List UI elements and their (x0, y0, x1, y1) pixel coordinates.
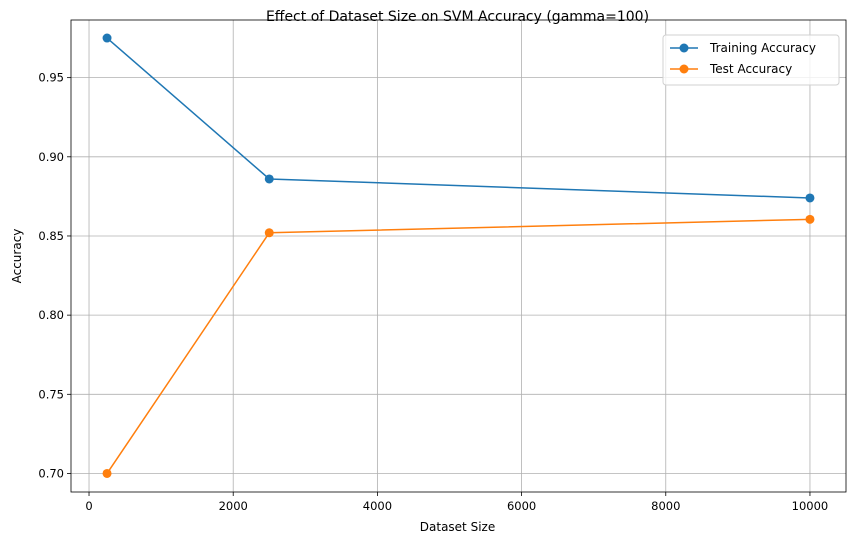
data-point (805, 193, 815, 203)
plot-series (102, 33, 815, 478)
legend-label: Test Accuracy (709, 62, 792, 76)
data-point (102, 468, 112, 478)
legend-box (662, 34, 840, 86)
x-tick-label: 10000 (792, 499, 829, 513)
legend: Training Accuracy Test Accuracy (662, 34, 840, 86)
data-point (102, 33, 112, 43)
axis-ticks: 0 2000 4000 6000 8000 10000 0.70 0.75 0.80 0.85 0.… (38, 71, 828, 513)
y-tick-label: 0.75 (38, 387, 64, 401)
y-tick-label: 0.70 (38, 466, 64, 480)
y-tick-label: 0.90 (38, 150, 64, 164)
y-axis-label: Accuracy (10, 229, 24, 284)
legend-marker (679, 64, 689, 74)
x-tick-label: 6000 (507, 499, 536, 513)
x-axis-label: Dataset Size (420, 520, 495, 534)
x-tick-label: 2000 (219, 499, 248, 513)
y-tick-label: 0.80 (38, 308, 64, 322)
y-tick-label: 0.95 (38, 71, 64, 85)
plot-frame (70, 19, 847, 493)
legend-label: Training Accuracy (709, 41, 816, 55)
grid-lines (71, 20, 846, 492)
x-tick-label: 0 (85, 499, 92, 513)
x-tick-label: 4000 (363, 499, 392, 513)
data-point (264, 174, 274, 184)
x-tick-label: 8000 (651, 499, 680, 513)
chart-title: Effect of Dataset Size on SVM Accuracy (… (266, 9, 649, 25)
data-point (805, 214, 815, 224)
data-point (264, 228, 274, 238)
legend-marker (679, 43, 689, 53)
y-tick-label: 0.85 (38, 229, 64, 243)
